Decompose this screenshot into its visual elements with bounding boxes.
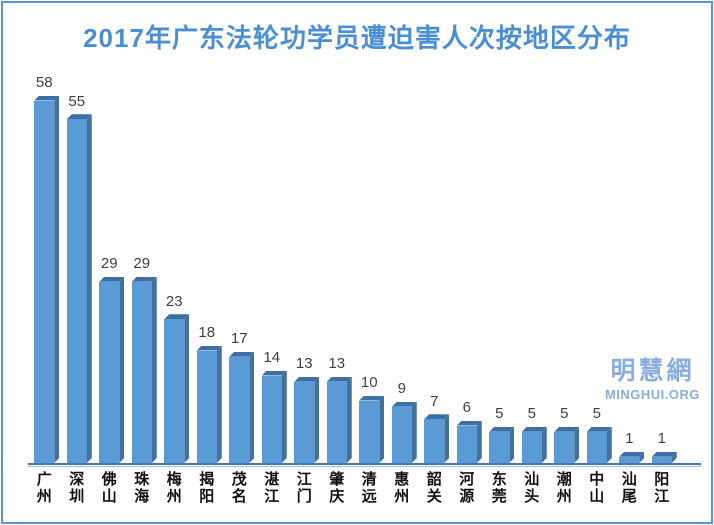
bar-value-label: 29 (100, 255, 118, 273)
bar (489, 431, 510, 463)
x-axis-label: 梅 州 (166, 471, 182, 506)
bar-slot: 7 (418, 72, 451, 463)
bar (164, 319, 185, 463)
bar (326, 381, 347, 463)
bar-value-label: 9 (397, 380, 406, 398)
x-axis-label: 东 莞 (491, 471, 507, 506)
bar-value-label: 13 (328, 355, 346, 373)
bar-value-label: 23 (165, 292, 183, 310)
plot-area: 58 55 29 29 23 18 17 14 13 13 10 9 7 6 5 5 5 5 1 1 广 州深 圳佛 … (28, 72, 701, 505)
bar (229, 356, 250, 463)
bar-value-label: 5 (592, 405, 601, 423)
chart-title: 2017年广东法轮功学员遭迫害人次按地区分布 (83, 23, 631, 53)
x-axis-label: 汕 尾 (621, 471, 637, 506)
bar-value-label: 58 (35, 74, 53, 91)
bar (131, 281, 152, 463)
bar-value-label: 14 (263, 349, 281, 366)
x-axis-label: 阳 江 (654, 471, 670, 506)
bar-slot: 29 (93, 72, 126, 463)
x-axis-label: 佛 山 (101, 471, 117, 506)
bar-slot: 5 (516, 72, 549, 463)
x-axis-label: 湛 江 (264, 471, 280, 506)
bar (99, 281, 120, 463)
bar-slot: 18 (191, 72, 224, 463)
bar-slot: 29 (126, 72, 159, 463)
bar-value-label: 13 (295, 355, 313, 373)
bar-value-label: 18 (198, 324, 216, 341)
x-axis-label: 茂 名 (231, 471, 247, 506)
bar-value-label: 6 (462, 399, 471, 416)
bar-value-label: 5 (560, 405, 569, 423)
bar-slot: 13 (288, 72, 321, 463)
bar (34, 100, 55, 463)
bar (196, 350, 217, 463)
x-axis-label: 潮 州 (556, 471, 572, 506)
watermark-site-text: MINGHUI.ORG (604, 386, 700, 402)
x-axis-line-main (28, 463, 701, 465)
bar-value-label: 1 (625, 430, 634, 448)
bar-slot: 58 (28, 72, 61, 463)
bar-slot: 1 (613, 72, 646, 463)
x-axis-label: 珠 海 (134, 471, 150, 506)
bar-slot: 1 (646, 72, 679, 463)
bar-slot: 5 (581, 72, 614, 463)
bar-value-label: 10 (360, 374, 378, 391)
x-axis-label: 深 圳 (69, 471, 85, 506)
x-axis-label: 江 门 (296, 471, 312, 506)
bar-value-label: 55 (68, 92, 86, 110)
bar (424, 419, 445, 463)
bar-value-label: 1 (657, 430, 666, 448)
x-axis-labels: 广 州 深 圳佛 山 珠 海梅 州 揭 阳茂 名 湛 江江 门 肇 庆清 远 惠 州韶 关 河… (28, 471, 678, 506)
bar (456, 425, 477, 463)
bar (619, 456, 640, 463)
minghui-watermark: 明慧網 MINGHUI.ORG (604, 357, 700, 402)
bar-value-label: 5 (495, 405, 504, 423)
bar-slot: 23 (158, 72, 191, 463)
x-axis-line (28, 463, 701, 467)
bar-slot: 14 (256, 72, 289, 463)
watermark-cjk-text: 明慧網 (610, 357, 695, 385)
x-axis-line-sub (28, 466, 701, 467)
bar-slot: 5 (483, 72, 516, 463)
bar (586, 431, 607, 463)
x-axis-label: 清 远 (361, 471, 377, 506)
x-axis-label: 肇 庆 (329, 471, 345, 506)
bar (261, 375, 282, 463)
x-axis-label: 韶 关 (426, 471, 442, 506)
bar (66, 119, 87, 463)
bar-value-label: 29 (133, 255, 151, 273)
bar (391, 406, 412, 463)
bar (651, 456, 672, 463)
bar-series: 58 55 29 29 23 18 17 14 13 13 10 9 7 6 5 5 5 5 1 1 (28, 72, 678, 463)
bar (359, 400, 380, 463)
x-axis-label: 广 州 (36, 471, 52, 506)
bar-value-label: 5 (527, 405, 536, 423)
bar-slot: 5 (548, 72, 581, 463)
x-axis-label: 惠 州 (394, 471, 410, 506)
bar-slot: 13 (321, 72, 354, 463)
bar (521, 431, 542, 463)
bar-slot: 10 (353, 72, 386, 463)
bar (554, 431, 575, 463)
x-axis-label: 中 山 (589, 471, 605, 506)
bar-value-label: 7 (430, 392, 439, 410)
x-axis-label: 揭 阳 (199, 471, 215, 506)
bar-slot: 17 (223, 72, 256, 463)
bar (294, 381, 315, 463)
bar-slot: 9 (386, 72, 419, 463)
bar-slot: 55 (61, 72, 94, 463)
x-axis-label: 河 源 (459, 471, 475, 506)
x-axis-label: 汕 头 (524, 471, 540, 506)
bar-value-label: 17 (230, 330, 248, 348)
bar-slot: 6 (451, 72, 484, 463)
